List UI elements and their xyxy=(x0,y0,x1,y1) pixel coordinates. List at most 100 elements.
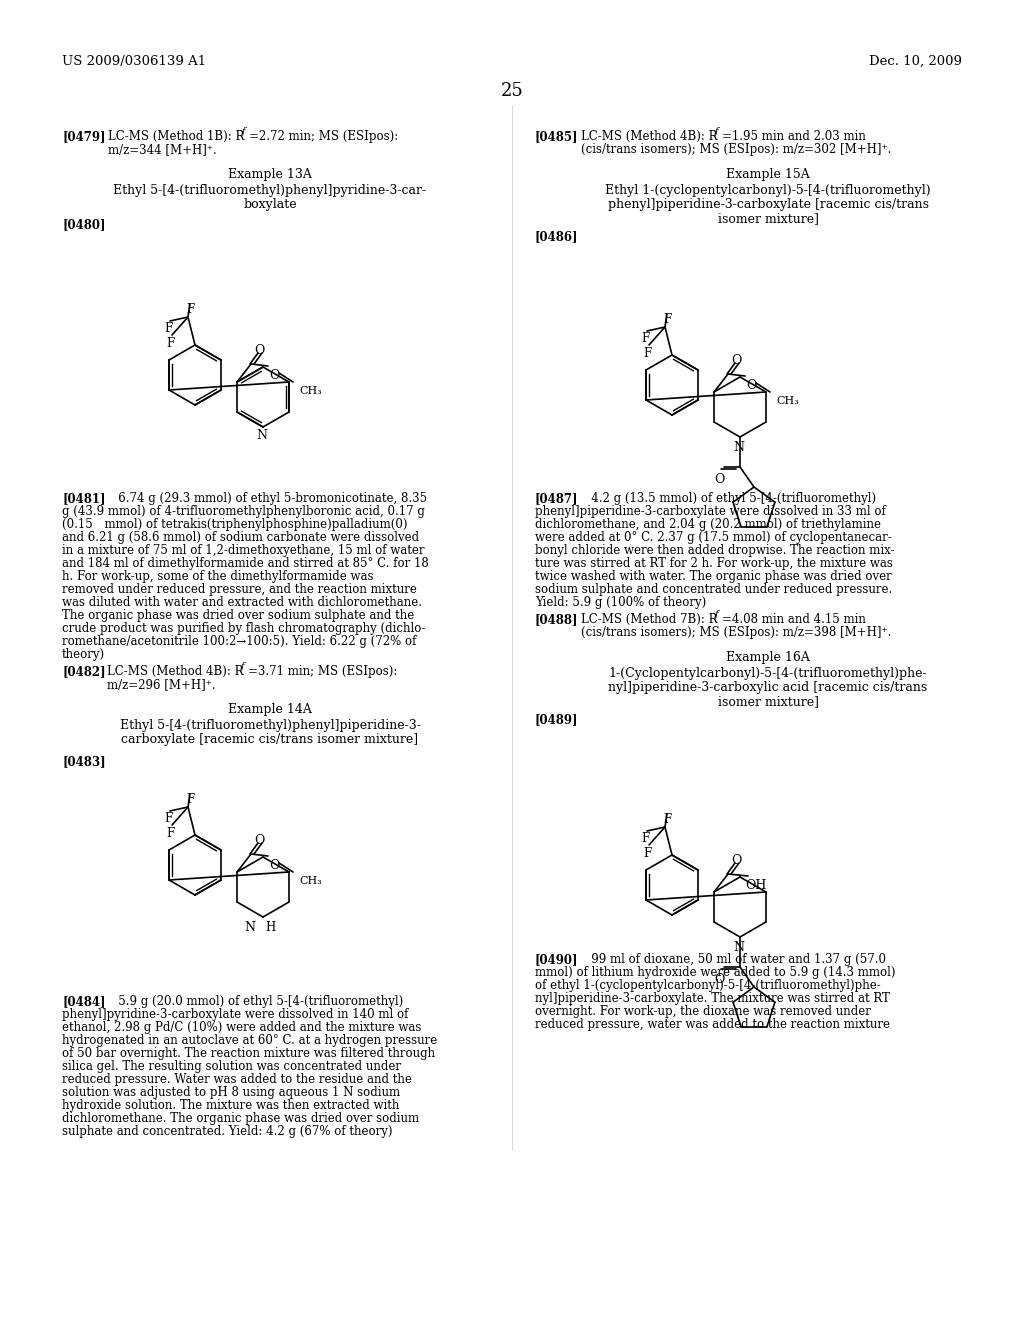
Text: nyl]piperidine-3-carboxylic acid [racemic cis/trans: nyl]piperidine-3-carboxylic acid [racemi… xyxy=(608,681,928,694)
Text: solution was adjusted to pH 8 using aqueous 1 N sodium: solution was adjusted to pH 8 using aque… xyxy=(62,1086,400,1100)
Text: O: O xyxy=(269,859,280,873)
Text: [0486]: [0486] xyxy=(535,230,579,243)
Text: Ethyl 5-[4-(trifluoromethyl)phenyl]pyridine-3-car-: Ethyl 5-[4-(trifluoromethyl)phenyl]pyrid… xyxy=(114,183,427,197)
Text: [0479]: [0479] xyxy=(62,129,105,143)
Text: 4.2 g (13.5 mmol) of ethyl 5-[4-(trifluoromethyl): 4.2 g (13.5 mmol) of ethyl 5-[4-(trifluo… xyxy=(580,492,877,506)
Text: [0485]: [0485] xyxy=(535,129,579,143)
Text: OH: OH xyxy=(745,879,767,892)
Text: LC-MS (Method 4B): R: LC-MS (Method 4B): R xyxy=(106,665,244,678)
Text: hydrogenated in an autoclave at 60° C. at a hydrogen pressure: hydrogenated in an autoclave at 60° C. a… xyxy=(62,1034,437,1047)
Text: F: F xyxy=(186,304,195,315)
Text: (cis/trans isomers); MS (ESIpos): m/z=398 [M+H]⁺.: (cis/trans isomers); MS (ESIpos): m/z=39… xyxy=(581,626,891,639)
Text: N: N xyxy=(256,429,267,442)
Text: O: O xyxy=(714,473,724,486)
Text: [0487]: [0487] xyxy=(535,492,579,506)
Text: Example 16A: Example 16A xyxy=(726,651,810,664)
Text: overnight. For work-up, the dioxane was removed under: overnight. For work-up, the dioxane was … xyxy=(535,1005,870,1018)
Text: h. For work-up, some of the dimethylformamide was: h. For work-up, some of the dimethylform… xyxy=(62,570,374,583)
Text: g (43.9 mmol) of 4-trifluoromethylphenylboronic acid, 0.17 g: g (43.9 mmol) of 4-trifluoromethylphenyl… xyxy=(62,506,425,517)
Text: phenyl]pyridine-3-carboxylate were dissolved in 140 ml of: phenyl]pyridine-3-carboxylate were disso… xyxy=(62,1008,409,1020)
Text: O: O xyxy=(731,854,741,867)
Text: isomer mixture]: isomer mixture] xyxy=(718,213,818,224)
Text: m/z=344 [M+H]⁺.: m/z=344 [M+H]⁺. xyxy=(108,143,217,156)
Text: sodium sulphate and concentrated under reduced pressure.: sodium sulphate and concentrated under r… xyxy=(535,583,892,597)
Text: (cis/trans isomers); MS (ESIpos): m/z=302 [M+H]⁺.: (cis/trans isomers); MS (ESIpos): m/z=30… xyxy=(581,143,891,156)
Text: silica gel. The resulting solution was concentrated under: silica gel. The resulting solution was c… xyxy=(62,1060,401,1073)
Text: romethane/acetonitrile 100:2→100:5). Yield: 6.22 g (72% of: romethane/acetonitrile 100:2→100:5). Yie… xyxy=(62,635,417,648)
Text: 25: 25 xyxy=(501,82,523,100)
Text: F: F xyxy=(663,813,671,826)
Text: Yield: 5.9 g (100% of theory): Yield: 5.9 g (100% of theory) xyxy=(535,597,707,609)
Text: and 184 ml of dimethylformamide and stirred at 85° C. for 18: and 184 ml of dimethylformamide and stir… xyxy=(62,557,429,570)
Text: (0.15 mmol) of tetrakis(triphenylphosphine)palladium(0): (0.15 mmol) of tetrakis(triphenylphosphi… xyxy=(62,517,408,531)
Text: twice washed with water. The organic phase was dried over: twice washed with water. The organic pha… xyxy=(535,570,892,583)
Text: F: F xyxy=(641,333,649,345)
Text: nyl]piperidine-3-carboxylate. The mixture was stirred at RT: nyl]piperidine-3-carboxylate. The mixtur… xyxy=(535,993,890,1005)
Text: N: N xyxy=(733,441,744,454)
Text: [0480]: [0480] xyxy=(62,218,105,231)
Text: ture was stirred at RT for 2 h. For work-up, the mixture was: ture was stirred at RT for 2 h. For work… xyxy=(535,557,893,570)
Text: f: f xyxy=(715,127,719,136)
Text: US 2009/0306139 A1: US 2009/0306139 A1 xyxy=(62,55,206,69)
Text: CH₃: CH₃ xyxy=(300,876,323,886)
Text: removed under reduced pressure, and the reaction mixture: removed under reduced pressure, and the … xyxy=(62,583,417,597)
Text: =3.71 min; MS (ESIpos):: =3.71 min; MS (ESIpos): xyxy=(248,665,397,678)
Text: Example 14A: Example 14A xyxy=(228,704,312,715)
Text: dichloromethane, and 2.04 g (20.2 mmol) of triethylamine: dichloromethane, and 2.04 g (20.2 mmol) … xyxy=(535,517,881,531)
Text: f: f xyxy=(241,663,245,671)
Text: ethanol, 2.98 g Pd/C (10%) were added and the mixture was: ethanol, 2.98 g Pd/C (10%) were added an… xyxy=(62,1020,421,1034)
Text: F: F xyxy=(166,337,174,350)
Text: F: F xyxy=(164,812,172,825)
Text: O: O xyxy=(731,354,741,367)
Text: =4.08 min and 4.15 min: =4.08 min and 4.15 min xyxy=(722,612,866,626)
Text: Example 15A: Example 15A xyxy=(726,168,810,181)
Text: F: F xyxy=(641,832,649,845)
Text: N: N xyxy=(244,921,255,935)
Text: bonyl chloride were then added dropwise. The reaction mix-: bonyl chloride were then added dropwise.… xyxy=(535,544,895,557)
Text: phenyl]piperidine-3-carboxylate were dissolved in 33 ml of: phenyl]piperidine-3-carboxylate were dis… xyxy=(535,506,886,517)
Text: Ethyl 5-[4-(trifluoromethyl)phenyl]piperidine-3-: Ethyl 5-[4-(trifluoromethyl)phenyl]piper… xyxy=(120,719,421,733)
Text: [0482]: [0482] xyxy=(62,665,105,678)
Text: [0490]: [0490] xyxy=(535,953,579,966)
Text: F: F xyxy=(186,793,195,807)
Text: F: F xyxy=(643,347,651,360)
Text: was diluted with water and extracted with dichloromethane.: was diluted with water and extracted wit… xyxy=(62,597,422,609)
Text: 6.74 g (29.3 mmol) of ethyl 5-bromonicotinate, 8.35: 6.74 g (29.3 mmol) of ethyl 5-bromonicot… xyxy=(106,492,427,506)
Text: and 6.21 g (58.6 mmol) of sodium carbonate were dissolved: and 6.21 g (58.6 mmol) of sodium carbona… xyxy=(62,531,419,544)
Text: CH₃: CH₃ xyxy=(300,385,323,396)
Text: of ethyl 1-(cyclopentylcarbonyl)-5-[4-(trifluoromethyl)phe-: of ethyl 1-(cyclopentylcarbonyl)-5-[4-(t… xyxy=(535,979,881,993)
Text: Example 13A: Example 13A xyxy=(228,168,312,181)
Text: O: O xyxy=(254,834,264,847)
Text: m/z=296 [M+H]⁺.: m/z=296 [M+H]⁺. xyxy=(106,678,216,690)
Text: reduced pressure. Water was added to the residue and the: reduced pressure. Water was added to the… xyxy=(62,1073,412,1086)
Text: F: F xyxy=(643,847,651,861)
Text: reduced pressure, water was added to the reaction mixture: reduced pressure, water was added to the… xyxy=(535,1018,890,1031)
Text: 99 ml of dioxane, 50 ml of water and 1.37 g (57.0: 99 ml of dioxane, 50 ml of water and 1.3… xyxy=(580,953,886,966)
Text: dichloromethane. The organic phase was dried over sodium: dichloromethane. The organic phase was d… xyxy=(62,1111,419,1125)
Text: phenyl]piperidine-3-carboxylate [racemic cis/trans: phenyl]piperidine-3-carboxylate [racemic… xyxy=(607,198,929,211)
Text: boxylate: boxylate xyxy=(243,198,297,211)
Text: O: O xyxy=(714,973,724,986)
Text: =1.95 min and 2.03 min: =1.95 min and 2.03 min xyxy=(722,129,866,143)
Text: isomer mixture]: isomer mixture] xyxy=(718,696,818,708)
Text: F: F xyxy=(166,828,174,840)
Text: [0481]: [0481] xyxy=(62,492,105,506)
Text: 1-(Cyclopentylcarbonyl)-5-[4-(trifluoromethyl)phe-: 1-(Cyclopentylcarbonyl)-5-[4-(trifluorom… xyxy=(608,667,928,680)
Text: theory): theory) xyxy=(62,648,105,661)
Text: H: H xyxy=(265,921,275,935)
Text: Dec. 10, 2009: Dec. 10, 2009 xyxy=(869,55,962,69)
Text: sulphate and concentrated. Yield: 4.2 g (67% of theory): sulphate and concentrated. Yield: 4.2 g … xyxy=(62,1125,392,1138)
Text: O: O xyxy=(254,345,264,356)
Text: N: N xyxy=(733,941,744,954)
Text: [0489]: [0489] xyxy=(535,713,579,726)
Text: crude product was purified by flash chromatography (dichlo-: crude product was purified by flash chro… xyxy=(62,622,425,635)
Text: LC-MS (Method 4B): R: LC-MS (Method 4B): R xyxy=(581,129,718,143)
Text: The organic phase was dried over sodium sulphate and the: The organic phase was dried over sodium … xyxy=(62,609,415,622)
Text: LC-MS (Method 7B): R: LC-MS (Method 7B): R xyxy=(581,612,718,626)
Text: were added at 0° C. 2.37 g (17.5 mmol) of cyclopentanecar-: were added at 0° C. 2.37 g (17.5 mmol) o… xyxy=(535,531,892,544)
Text: 5.9 g (20.0 mmol) of ethyl 5-[4-(trifluoromethyl): 5.9 g (20.0 mmol) of ethyl 5-[4-(trifluo… xyxy=(106,995,403,1008)
Text: [0484]: [0484] xyxy=(62,995,105,1008)
Text: [0483]: [0483] xyxy=(62,755,105,768)
Text: O: O xyxy=(745,379,756,392)
Text: carboxylate [racemic cis/trans isomer mixture]: carboxylate [racemic cis/trans isomer mi… xyxy=(122,733,419,746)
